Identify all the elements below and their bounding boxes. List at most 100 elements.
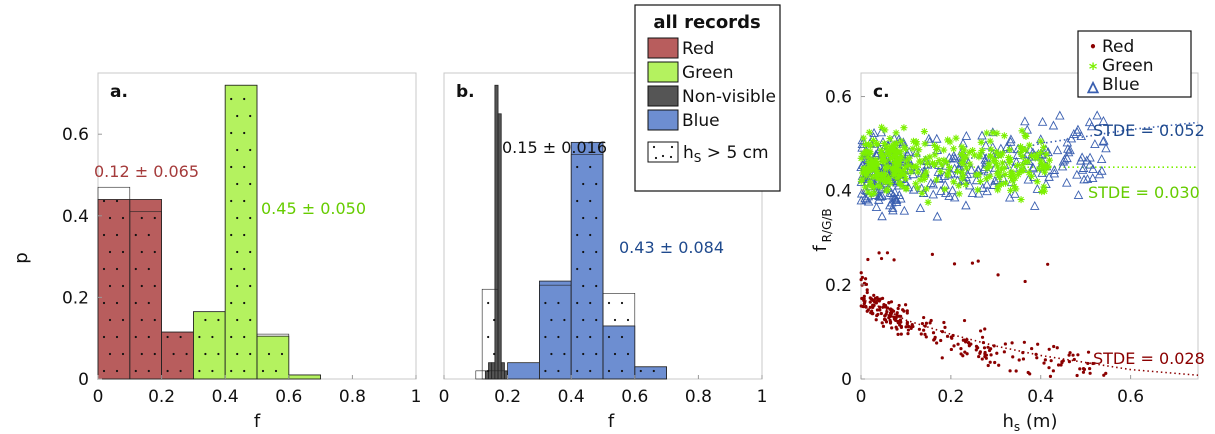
point-red <box>977 354 981 359</box>
point-green <box>867 182 875 190</box>
point-green <box>958 150 966 158</box>
point-blue <box>1073 124 1083 134</box>
point-green <box>993 148 1001 156</box>
point-blue <box>1006 134 1016 144</box>
point-green <box>1009 171 1017 179</box>
point-green <box>962 164 970 172</box>
bar-hs-outline-3 <box>570 154 604 380</box>
point-green <box>1006 146 1014 154</box>
point-green <box>884 149 892 157</box>
point-red <box>1081 367 1086 371</box>
point-blue <box>926 178 936 187</box>
point-red <box>959 352 963 356</box>
point-green <box>1018 152 1026 160</box>
point-green <box>966 160 974 168</box>
point-green <box>934 144 942 152</box>
point-red <box>905 309 909 313</box>
point-green <box>1025 169 1033 177</box>
point-red <box>868 305 872 309</box>
point-red <box>986 363 990 368</box>
point-red <box>870 312 875 316</box>
point-red <box>1086 350 1091 354</box>
point-blue <box>1101 143 1111 153</box>
point-green <box>1038 188 1046 196</box>
point-blue <box>899 205 910 215</box>
point-red <box>905 320 909 324</box>
point-red <box>906 328 911 332</box>
point-red <box>942 320 946 325</box>
x-tick-label: 1 <box>757 387 768 407</box>
point-blue <box>1061 177 1072 187</box>
point-green <box>1012 185 1020 193</box>
point-green <box>864 168 872 176</box>
point-blue <box>1029 200 1040 210</box>
point-green <box>897 155 905 163</box>
point-green <box>909 145 917 153</box>
point-green <box>893 174 901 182</box>
point-green <box>898 153 906 161</box>
point-red <box>1028 372 1032 376</box>
point-green <box>940 146 948 154</box>
point-red <box>980 335 985 339</box>
point-blue <box>1057 161 1068 171</box>
point-green <box>922 155 930 163</box>
point-green <box>914 168 922 176</box>
point-green <box>1007 186 1014 194</box>
point-red <box>951 333 955 338</box>
point-red <box>1047 347 1051 351</box>
point-green <box>978 146 986 154</box>
point-red <box>1022 340 1026 344</box>
legend-item-hs: hS > 5 cm <box>683 143 769 165</box>
point-green <box>879 172 887 180</box>
panel-b-label: b. <box>456 82 475 102</box>
point-green <box>998 159 1006 167</box>
point-red <box>992 344 996 348</box>
point-green <box>1040 183 1048 191</box>
point-red <box>996 273 1000 277</box>
point-green <box>994 163 1002 171</box>
point-green <box>902 175 910 183</box>
point-green <box>1006 173 1014 181</box>
point-green <box>993 170 1001 178</box>
point-red <box>1042 361 1046 365</box>
bar-red-1 <box>129 199 163 380</box>
point-green <box>1005 159 1013 167</box>
point-red <box>875 313 879 318</box>
point-green <box>915 146 923 154</box>
point-green <box>867 180 875 188</box>
bar-nonvisible-4 <box>497 113 502 380</box>
point-blue <box>988 180 999 189</box>
point-green <box>958 168 966 176</box>
point-blue <box>982 186 992 196</box>
point-blue <box>947 153 958 163</box>
point-red <box>928 321 932 325</box>
point-red <box>865 288 869 292</box>
point-green <box>905 154 913 162</box>
bar-blue-4 <box>634 366 667 380</box>
point-green <box>976 150 984 158</box>
annotation-red-mean: 0.12 ± 0.065 <box>94 162 199 181</box>
point-red <box>1067 360 1072 364</box>
point-blue <box>1072 169 1082 179</box>
point-green <box>937 168 945 176</box>
point-red <box>1068 351 1072 355</box>
point-red <box>899 324 903 329</box>
point-red <box>965 352 969 356</box>
point-red <box>899 314 903 318</box>
point-red <box>995 351 999 355</box>
point-green <box>873 140 881 148</box>
point-green <box>1018 127 1026 135</box>
point-green <box>986 137 994 145</box>
point-blue <box>1063 147 1074 157</box>
point-green <box>862 172 870 180</box>
point-green <box>902 145 910 153</box>
point-green <box>950 145 958 153</box>
point-red <box>922 328 926 332</box>
point-green <box>870 189 878 197</box>
point-red <box>887 316 891 320</box>
bar-green-0 <box>192 311 226 380</box>
point-green <box>892 149 900 157</box>
x-tick-label: 0.8 <box>339 387 366 407</box>
x-tick-label: 0.8 <box>685 387 712 407</box>
point-blue <box>1085 152 1095 162</box>
